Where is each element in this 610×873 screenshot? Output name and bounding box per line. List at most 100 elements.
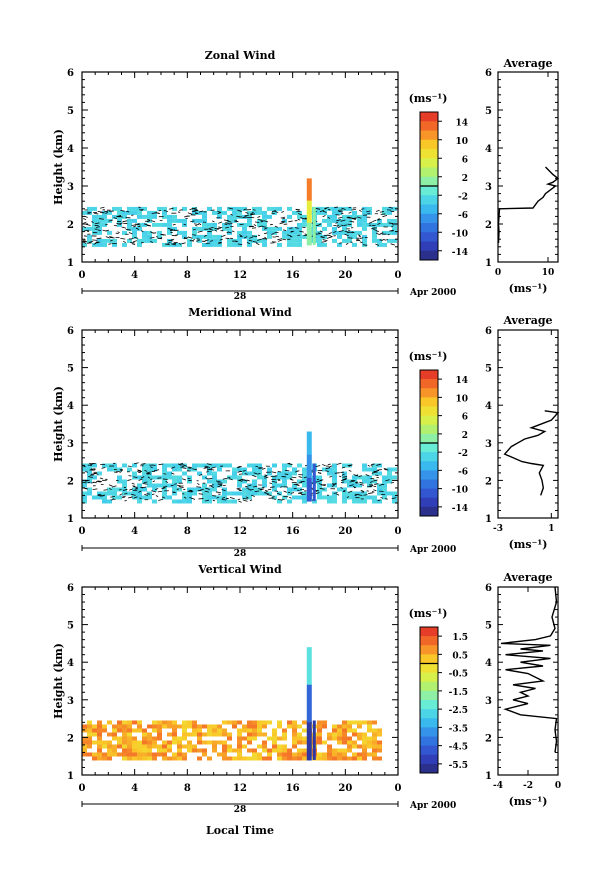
colorbar-swatch xyxy=(420,754,438,765)
data-cell xyxy=(272,210,277,215)
contour-mark xyxy=(198,210,204,213)
spike-cell xyxy=(306,178,312,202)
contour-mark xyxy=(334,206,338,208)
contour-mark xyxy=(139,497,142,499)
contour-mark xyxy=(376,463,382,466)
data-cell xyxy=(257,744,262,749)
data-cell xyxy=(202,475,207,480)
data-cell xyxy=(382,479,387,484)
spike-cell xyxy=(306,200,312,224)
data-cell xyxy=(272,463,277,468)
data-cell xyxy=(382,475,387,480)
data-cell xyxy=(92,724,97,729)
data-cell xyxy=(207,230,212,235)
data-cell xyxy=(392,230,397,235)
contour-mark xyxy=(326,236,332,239)
data-cell xyxy=(367,475,372,480)
data-cell xyxy=(87,736,92,741)
data-cell xyxy=(332,728,337,733)
data-cell xyxy=(87,728,92,733)
data-cell xyxy=(287,471,292,476)
contour-mark xyxy=(325,467,331,470)
colorbar-swatch xyxy=(420,176,438,187)
data-cell xyxy=(137,728,142,733)
data-cell xyxy=(372,740,377,745)
contour-mark xyxy=(370,463,375,466)
x-tick-label: 12 xyxy=(233,270,247,281)
data-cell xyxy=(217,495,222,500)
data-cell xyxy=(237,740,242,745)
data-cell xyxy=(277,483,282,488)
data-cell xyxy=(187,740,192,745)
colorbar-tick-label: -5.5 xyxy=(449,761,468,771)
data-cell xyxy=(107,230,112,235)
data-cell xyxy=(157,728,162,733)
contour-mark xyxy=(183,237,189,240)
data-cell xyxy=(247,495,252,500)
contour-mark xyxy=(192,228,196,231)
contour-mark xyxy=(102,229,107,232)
data-cell xyxy=(87,475,92,480)
contour-mark xyxy=(187,236,193,239)
data-cell xyxy=(147,491,152,496)
data-cell xyxy=(182,736,187,741)
data-cell xyxy=(367,752,372,757)
data-cell xyxy=(212,744,217,749)
data-cell xyxy=(252,720,257,725)
average-x-axis-label: (ms⁻¹) xyxy=(509,795,548,808)
data-cell xyxy=(157,720,162,725)
contour-mark xyxy=(360,489,365,492)
contour-mark xyxy=(277,498,283,501)
contour-mark xyxy=(329,475,333,478)
data-cell xyxy=(192,728,197,733)
data-cell xyxy=(227,238,232,243)
data-cell xyxy=(247,463,252,468)
data-cell xyxy=(137,238,142,243)
data-cell xyxy=(92,740,97,745)
data-cell xyxy=(367,744,372,749)
data-cell xyxy=(372,736,377,741)
average-y-tick-label: 2 xyxy=(485,476,492,487)
data-cell xyxy=(107,210,112,215)
contour-mark xyxy=(218,241,222,244)
contour-mark xyxy=(388,222,393,224)
data-cell xyxy=(247,471,252,476)
contour-mark xyxy=(369,485,374,487)
data-cell xyxy=(372,234,377,239)
contour-mark xyxy=(377,219,381,221)
data-cell xyxy=(322,210,327,215)
data-cell xyxy=(352,728,357,733)
contour-mark xyxy=(377,218,380,220)
data-cell xyxy=(362,475,367,480)
data-cell xyxy=(142,487,147,492)
contour-mark xyxy=(344,230,350,233)
y-tick-label: 2 xyxy=(67,733,74,744)
data-cell xyxy=(167,748,172,753)
data-cell xyxy=(377,238,382,243)
data-cell xyxy=(372,467,377,472)
data-cell xyxy=(132,210,137,215)
data-cell xyxy=(342,724,347,729)
contour-mark xyxy=(257,472,261,475)
contour-mark xyxy=(205,499,210,502)
data-cell xyxy=(367,206,372,211)
contour-mark xyxy=(91,221,94,224)
average-x-tick-label: -2 xyxy=(523,781,533,791)
data-cell xyxy=(287,238,292,243)
data-cell xyxy=(142,467,147,472)
contour-mark xyxy=(355,481,358,484)
contour-mark xyxy=(320,236,325,239)
data-cell xyxy=(122,724,127,729)
contour-mark xyxy=(338,210,344,213)
average-y-tick-label: 2 xyxy=(485,733,492,744)
data-cell xyxy=(247,748,252,753)
data-cell xyxy=(182,744,187,749)
data-cell xyxy=(252,206,257,211)
data-cell xyxy=(212,740,217,745)
data-cell xyxy=(162,206,167,211)
data-cell xyxy=(227,748,232,753)
contour-mark xyxy=(370,478,375,480)
contour-mark xyxy=(263,491,268,494)
data-cell xyxy=(162,479,167,484)
data-cell xyxy=(97,214,102,219)
